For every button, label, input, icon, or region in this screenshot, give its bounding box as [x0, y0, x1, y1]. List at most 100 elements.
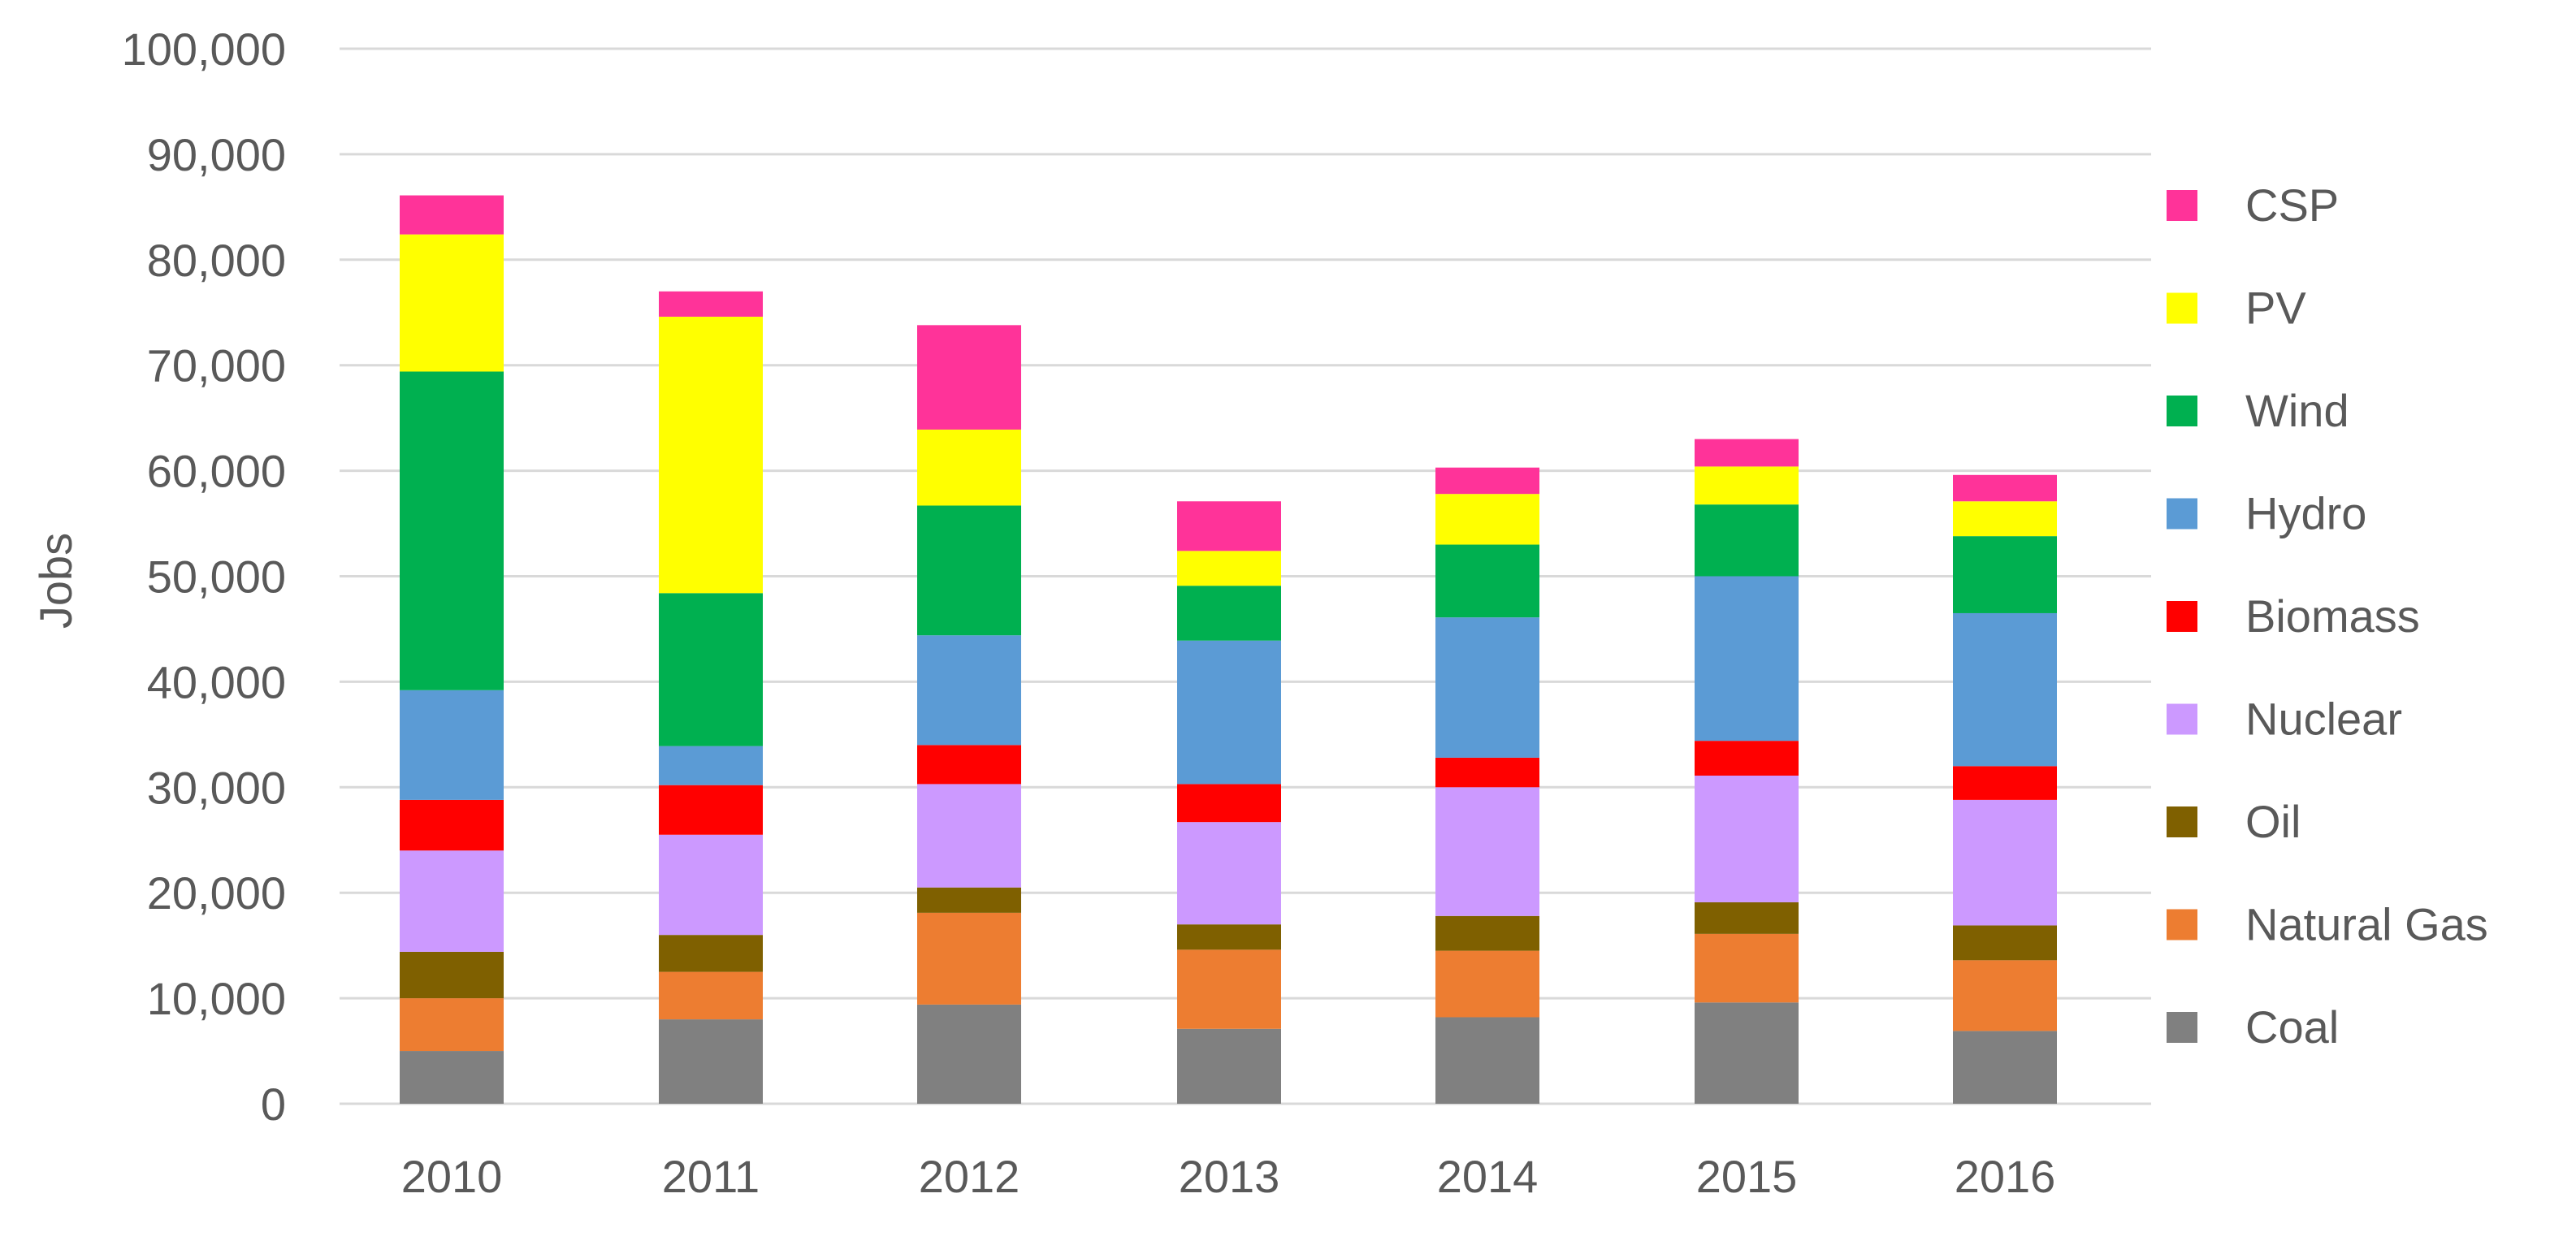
y-tick-label: 30,000: [147, 762, 286, 813]
bar-segment-csp-2010: [400, 195, 504, 235]
y-tick-label: 80,000: [147, 235, 286, 286]
bar-segment-nuclear-2016: [1953, 799, 2057, 926]
y-tick-label: 60,000: [147, 446, 286, 497]
bar-segment-pv-2016: [1953, 501, 2057, 537]
y-axis-ticks: 0 10,000 20,000 30,000 40,000 50,000 60,000 70,…: [122, 24, 286, 1130]
bar-segment-csp-2014: [1435, 467, 1539, 495]
legend-swatch-csp: [2167, 190, 2197, 221]
bar-segment-coal-2012: [917, 1004, 1021, 1104]
bar-segment-wind-2016: [1953, 536, 2057, 613]
bar-segment-pv-2010: [400, 234, 504, 372]
bar-segment-wind-2014: [1435, 544, 1539, 618]
bar-segment-oil-2013: [1177, 924, 1281, 950]
legend-swatch-nuclear: [2167, 703, 2197, 735]
y-tick-label: 50,000: [147, 551, 286, 603]
bar-segment-nuclear-2015: [1695, 776, 1799, 902]
bar-segment-natural-gas-2010: [400, 998, 504, 1052]
legend-label-hydro: Hydro: [2245, 488, 2366, 539]
y-tick-label: 40,000: [147, 656, 286, 707]
y-axis-title: Jobs: [30, 533, 81, 629]
legend-label-oil: Oil: [2245, 796, 2301, 847]
bar-segment-natural-gas-2013: [1177, 949, 1281, 1029]
bar-segment-wind-2015: [1695, 504, 1799, 577]
bar-segment-nuclear-2010: [400, 850, 504, 952]
legend-swatch-natural-gas: [2167, 909, 2197, 940]
bar-segment-biomass-2016: [1953, 766, 2057, 800]
legend-swatch-oil: [2167, 806, 2197, 837]
bar-segment-natural-gas-2015: [1695, 933, 1799, 1003]
y-tick-label: 100,000: [122, 24, 286, 75]
legend-label-natural-gas: Natural Gas: [2245, 899, 2488, 950]
bar-segment-coal-2013: [1177, 1028, 1281, 1104]
bar-segment-hydro-2011: [659, 746, 763, 785]
legend-label-coal: Coal: [2245, 1001, 2339, 1053]
bar-segment-hydro-2016: [1953, 612, 2057, 767]
x-tick-label: 2010: [401, 1151, 503, 1202]
bar-segment-biomass-2012: [917, 745, 1021, 785]
bar-segment-biomass-2015: [1695, 741, 1799, 776]
bar-segment-oil-2012: [917, 887, 1021, 913]
bar-segment-coal-2011: [659, 1019, 763, 1104]
bar-segment-oil-2015: [1695, 902, 1799, 934]
y-tick-label: 10,000: [147, 973, 286, 1024]
legend: CSP PV Wind Hydro Biomass Nuclear Oil Natural G…: [2167, 179, 2488, 1053]
bar-segment-wind-2011: [659, 593, 763, 746]
x-tick-label: 2016: [1955, 1151, 2056, 1202]
x-tick-label: 2015: [1696, 1151, 1798, 1202]
bar-segment-hydro-2015: [1695, 576, 1799, 742]
bar-segment-coal-2014: [1435, 1017, 1539, 1104]
legend-swatch-coal: [2167, 1012, 2197, 1043]
bar-segment-hydro-2010: [400, 690, 504, 800]
bar-segment-biomass-2011: [659, 785, 763, 835]
legend-label-nuclear: Nuclear: [2245, 694, 2402, 745]
legend-label-biomass: Biomass: [2245, 590, 2420, 642]
x-tick-label: 2012: [919, 1151, 1020, 1202]
bar-segment-hydro-2014: [1435, 617, 1539, 758]
bar-segment-csp-2012: [917, 325, 1021, 430]
bar-segment-csp-2015: [1695, 439, 1799, 467]
bar-segment-hydro-2012: [917, 635, 1021, 746]
bar-segment-nuclear-2014: [1435, 787, 1539, 916]
bar-segment-coal-2016: [1953, 1031, 2057, 1104]
legend-label-pv: PV: [2245, 283, 2306, 334]
bar-segment-biomass-2010: [400, 799, 504, 851]
y-tick-label: 70,000: [147, 340, 286, 391]
legend-swatch-wind: [2167, 396, 2197, 426]
bar-segment-csp-2011: [659, 291, 763, 317]
bar-segment-pv-2011: [659, 316, 763, 594]
bar-segment-pv-2013: [1177, 551, 1281, 586]
bar-segment-csp-2013: [1177, 501, 1281, 551]
bar-segment-natural-gas-2014: [1435, 950, 1539, 1018]
bar-segment-coal-2015: [1695, 1002, 1799, 1104]
bar-segment-natural-gas-2011: [659, 971, 763, 1020]
bar-segment-oil-2011: [659, 935, 763, 972]
bar-segment-wind-2010: [400, 371, 504, 690]
x-tick-label: 2011: [662, 1151, 760, 1202]
x-tick-label: 2014: [1437, 1151, 1539, 1202]
bar-segment-pv-2015: [1695, 466, 1799, 505]
bar-segment-hydro-2013: [1177, 640, 1281, 785]
legend-label-wind: Wind: [2245, 385, 2349, 436]
bar-segment-natural-gas-2016: [1953, 960, 2057, 1031]
bar-segment-pv-2012: [917, 429, 1021, 506]
legend-swatch-biomass: [2167, 601, 2197, 632]
bar-segment-oil-2014: [1435, 915, 1539, 951]
x-tick-label: 2013: [1179, 1151, 1280, 1202]
bar-segment-biomass-2014: [1435, 757, 1539, 788]
legend-label-csp: CSP: [2245, 179, 2339, 231]
bar-segment-natural-gas-2012: [917, 912, 1021, 1005]
x-axis-ticks: 2010 2011 2012 2013 2014 2015 2016: [401, 1151, 2056, 1202]
legend-swatch-hydro: [2167, 498, 2197, 530]
y-tick-label: 90,000: [147, 129, 286, 180]
bar-segment-pv-2014: [1435, 494, 1539, 545]
bars: [400, 195, 2057, 1104]
bar-segment-nuclear-2012: [917, 784, 1021, 888]
bar-segment-oil-2010: [400, 951, 504, 999]
bar-segment-wind-2012: [917, 505, 1021, 636]
bar-segment-biomass-2013: [1177, 784, 1281, 823]
bar-segment-nuclear-2013: [1177, 822, 1281, 925]
bar-segment-nuclear-2011: [659, 834, 763, 936]
bar-segment-coal-2010: [400, 1051, 504, 1104]
y-tick-label: 0: [261, 1079, 286, 1130]
